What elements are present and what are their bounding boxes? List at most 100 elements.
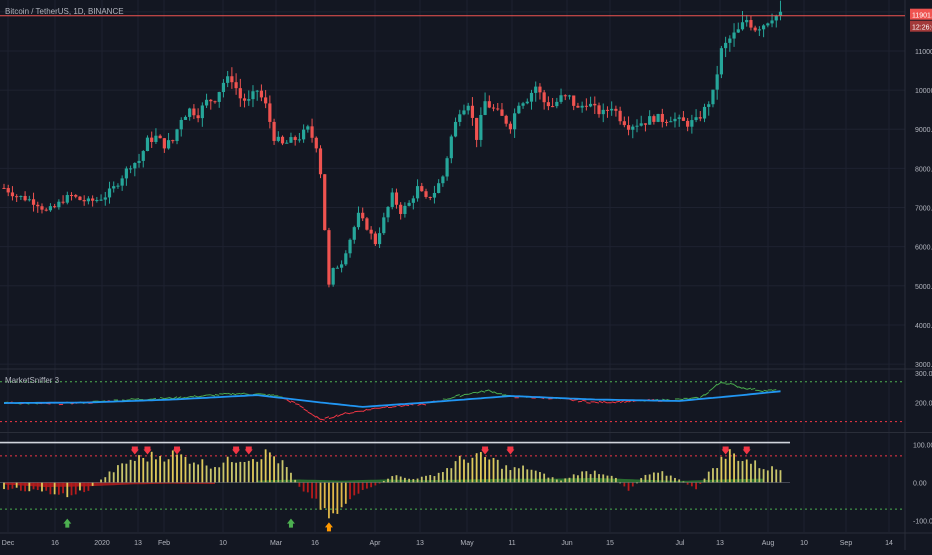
price-axis-tick-label: 3000.00 [915, 362, 932, 369]
fast-line-segment [734, 385, 738, 388]
candle-body [159, 136, 162, 138]
candle-body [555, 102, 558, 106]
candle-body [635, 126, 638, 127]
histogram-bar [83, 483, 85, 493]
candle-body [370, 230, 373, 234]
candle-body [488, 101, 491, 107]
candle-body [640, 123, 643, 125]
histogram-bar [265, 449, 267, 482]
histogram-bar [552, 477, 554, 482]
time-axis-tick-label: 16 [311, 540, 319, 547]
candle-body [521, 103, 524, 105]
candle-body [669, 121, 672, 122]
histogram-bar [244, 462, 246, 482]
candle-body [112, 186, 115, 188]
price-axis-tick-label: 10000.00 [915, 88, 932, 95]
candle-body [175, 129, 178, 141]
sell-signal-arrow [232, 447, 240, 455]
histogram-bar [159, 456, 161, 483]
fast-line-segment [232, 393, 236, 394]
candle-body [99, 200, 102, 201]
candle-body [462, 110, 465, 114]
candle-body [125, 168, 128, 178]
candle-body [593, 104, 596, 105]
fast-line-segment [152, 398, 156, 399]
candle-body [116, 186, 119, 187]
time-axis-tick-label: 16 [51, 540, 59, 547]
candle-body [408, 203, 411, 206]
histogram-bar [721, 457, 723, 483]
candle-body [15, 196, 18, 197]
candle-body [517, 106, 520, 114]
fast-line-segment [460, 395, 464, 397]
histogram-bar [463, 459, 465, 482]
candle-body [403, 206, 406, 214]
candle-body [496, 108, 499, 109]
fast-line-segment [198, 396, 202, 397]
fast-line-segment [481, 391, 485, 392]
histogram-bar [336, 483, 338, 514]
histogram-bar [771, 466, 773, 482]
histogram-bar [640, 478, 642, 482]
fast-line-segment [764, 390, 768, 391]
candle-body [32, 199, 35, 205]
histogram-bar [374, 483, 376, 486]
candle-body [673, 119, 676, 121]
candle-body [644, 123, 647, 124]
candle-body [631, 127, 634, 130]
histogram-bar [488, 460, 490, 483]
histogram-bar [303, 483, 305, 492]
histogram-bar [210, 469, 212, 483]
candle-body [28, 199, 31, 200]
histogram-bar [472, 458, 474, 483]
histogram-bar [193, 463, 195, 483]
candle-body [513, 113, 516, 129]
histogram-bar [615, 478, 617, 483]
candle-body [568, 95, 571, 96]
histogram-bar [269, 452, 271, 482]
fast-line-segment [709, 388, 713, 391]
fast-line-segment [240, 393, 244, 394]
candle-body [87, 198, 90, 201]
candle-body [483, 101, 486, 115]
candle-body [378, 233, 381, 244]
fast-line-segment [304, 409, 308, 412]
price-axis-tick-label: 5000.00 [915, 284, 932, 291]
histogram-bar [526, 469, 528, 482]
histogram-bar [678, 479, 680, 482]
candle-body [83, 200, 86, 201]
candle-body [762, 25, 765, 29]
histogram-bar [400, 477, 402, 483]
histogram-bar [408, 479, 410, 483]
candle-body [49, 206, 52, 210]
fast-line-segment [401, 405, 405, 406]
candle-body [505, 116, 508, 124]
histogram-bar [442, 472, 444, 482]
candle-body [323, 174, 326, 230]
histogram-bar [750, 464, 752, 483]
histogram-bar [320, 483, 322, 510]
histogram-bar [733, 453, 735, 482]
histogram-bar [729, 449, 731, 482]
fast-line-segment [287, 400, 291, 403]
histogram-bar [725, 459, 727, 483]
fast-line-segment [485, 390, 489, 391]
candle-body [745, 20, 748, 22]
histogram-bar [446, 468, 448, 482]
histogram-bar [573, 474, 575, 482]
slow-line [4, 391, 781, 407]
candle-body [150, 138, 153, 142]
histogram-bar [695, 483, 697, 490]
histogram-bar [353, 483, 355, 496]
histogram-bar [109, 471, 111, 482]
histogram-bar [147, 462, 149, 483]
candle-body [775, 16, 778, 21]
histogram-bar [277, 463, 279, 482]
histogram-bar [543, 474, 545, 483]
candle-body [648, 116, 651, 125]
histogram-bar [163, 462, 165, 483]
fast-line-segment [692, 397, 696, 398]
candle-body [732, 33, 735, 39]
